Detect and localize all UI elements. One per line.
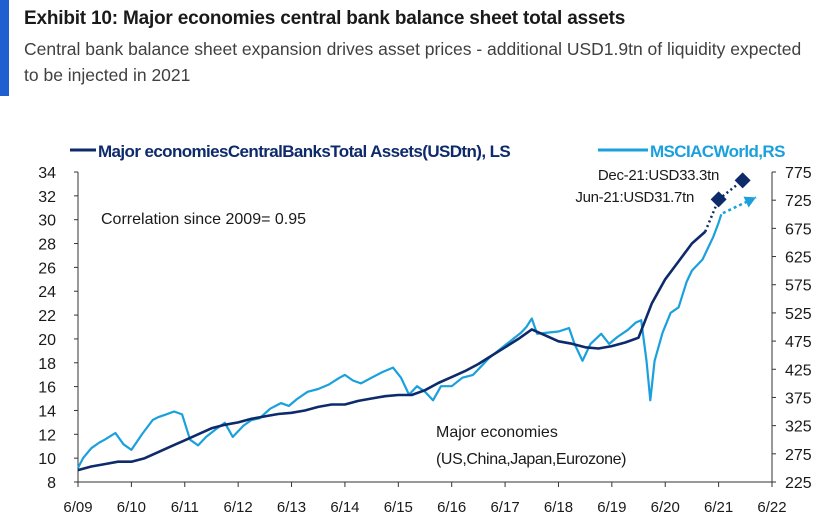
y-right-tick-label: 425 [785,362,812,379]
y-left-tick-label: 10 [38,451,56,468]
legend-label-ls: Major economiesCentralBanksTotal Assets(… [98,142,510,161]
y-right-tick-label: 725 [785,193,812,210]
y-right-tick-label: 375 [785,390,812,407]
y-left-tick-label: 20 [38,332,56,349]
y-left-tick-label: 16 [38,380,56,397]
y-left-tick-label: 32 [38,189,56,206]
legend: Major economiesCentralBanksTotal Assets(… [70,142,786,161]
correlation-annotation: Correlation since 2009= 0.95 [101,211,306,228]
x-tick-label: 6/21 [704,499,733,516]
x-tick-label: 6/14 [330,499,359,516]
x-tick-label: 6/09 [63,499,92,516]
projection-label-jun21: Jun-21:USD31.7tn [575,189,694,206]
exhibit-header: Exhibit 10: Major economies central bank… [24,6,814,88]
x-tick-label: 6/10 [117,499,146,516]
y-left-tick-label: 8 [47,475,56,492]
x-tick-label: 6/19 [597,499,626,516]
y-right-tick-label: 625 [785,250,812,267]
exhibit-title: Exhibit 10: Major economies central bank… [24,8,626,29]
y-right-tick-label: 575 [785,278,812,295]
marks-layer [704,172,757,233]
msci-projection-arrow-head [743,196,756,208]
y-left-tick-label: 26 [38,260,56,277]
y-right-tick-label: 475 [785,334,812,351]
exhibit-subtitle: Central bank balance sheet expansion dri… [24,39,802,85]
x-tick-label: 6/12 [224,499,253,516]
y-left-tick-label: 34 [38,165,56,182]
series-line-msci-acwi [77,213,723,469]
y-left-tick-label: 22 [38,308,56,325]
projection-marker-dec21 [734,172,751,189]
projection-connector [704,179,744,233]
y-left-tick-label: 24 [38,284,56,301]
x-tick-label: 6/22 [757,499,786,516]
x-tick-label: 6/20 [651,499,680,516]
y-left-tick-label: 12 [38,427,56,444]
legend-label-rs: MSCIACWorld,RS [650,142,785,161]
y-right-tick-label: 275 [785,447,812,464]
y-left-tick-label: 14 [38,403,56,420]
x-tick-label: 6/15 [384,499,413,516]
region-annotation-line1: Major economies [436,424,558,441]
y-right-tick-label: 775 [785,165,812,182]
y-left-tick-label: 30 [38,213,56,230]
region-annotation-line2: (US,China,Japan,Eurozone) [436,451,626,468]
x-tick-label: 6/13 [277,499,306,516]
y-right-tick-label: 525 [785,306,812,323]
projection-marker-jun21 [710,191,727,208]
y-left-tick-label: 18 [38,356,56,373]
axes-layer: 8 10 12 14 16 18 20 22 24 26 28 30 32 34 225 275 325 375 4… [38,165,812,516]
projection-label-dec21: Dec-21:USD33.3tn [598,167,719,184]
x-tick-label: 6/18 [544,499,573,516]
x-tick-label: 6/11 [171,499,199,516]
y-left-tick-label: 28 [38,237,56,254]
x-tick-label: 6/16 [437,499,466,516]
y-right-tick-label: 325 [785,419,812,436]
y-right-tick-label: 225 [785,475,812,492]
series-line-central-bank-assets [77,230,707,472]
x-tick-label: 6/17 [490,499,519,516]
y-right-tick-label: 675 [785,221,812,238]
accent-bar [0,0,9,96]
series-layer [77,213,723,472]
